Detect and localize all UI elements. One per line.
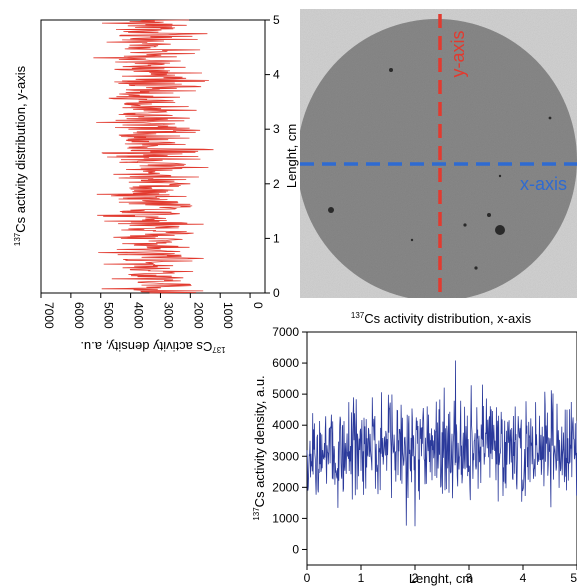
y-profile-length-tick-label: 2 <box>273 177 280 191</box>
y-profile-title-text: Cs activity distribution, y-axis <box>13 65 28 232</box>
y-profile-density-text: Cs activity density, a.u. <box>80 339 212 354</box>
y-profile-length-tick-label: 0 <box>273 286 280 300</box>
x-profile-density-tick-label: 3000 <box>272 449 299 463</box>
x-profile-xlabel: Lenght, cm <box>409 571 473 586</box>
y-profile-title: 137Cs activity distribution, y-axis <box>13 65 28 246</box>
y-profile-length-tick-label: 1 <box>273 231 280 245</box>
hot-spot <box>463 223 467 227</box>
x-profile-title-text: Cs activity distribution, x-axis <box>364 311 531 326</box>
y-profile-ticks: 0 1 2 3 4 5 7000 6000 5000 4000 3000 2000 1000 0 <box>40 13 280 329</box>
x-profile-length-tick-label: 0 <box>304 571 311 585</box>
x-profile-length-tick-label: 2 <box>412 571 419 585</box>
hot-spot <box>487 213 491 217</box>
x-profile-density-tick-label: 1000 <box>272 511 299 525</box>
x-profile-plot-frame <box>306 331 577 566</box>
y-profile-density-sup: 137 <box>212 345 226 354</box>
x-profile-trace <box>306 360 577 527</box>
y-profile-trace <box>93 19 214 294</box>
y-profile-density-tick-label: 7000 <box>42 302 56 329</box>
x-profile-title-sup: 137 <box>351 311 365 320</box>
y-profile-title-sup: 137 <box>13 232 22 246</box>
hot-spot <box>498 174 502 178</box>
hot-spot <box>328 207 334 213</box>
x-profile-title: 137Cs activity distribution, x-axis <box>351 311 532 326</box>
x-profile-ylabel: 137Cs activity density, a.u. <box>252 375 267 520</box>
hot-spot <box>389 68 393 72</box>
x-axis-profile-chart: 137Cs activity distribution, x-axis 0100… <box>252 311 577 586</box>
x-profile-series <box>306 360 577 527</box>
y-profile-density-tick-label: 6000 <box>72 302 86 329</box>
y-profile-series <box>93 19 214 294</box>
x-profile-density-tick-label: 6000 <box>272 356 299 370</box>
hot-spot <box>474 266 478 270</box>
hot-spot <box>495 225 505 235</box>
hot-spot <box>548 116 552 120</box>
y-profile-length-tick-label: 4 <box>273 68 280 82</box>
autoradiograph-image: y-axis x-axis <box>300 9 577 298</box>
x-profile-length-tick-label: 4 <box>520 571 527 585</box>
x-axis-line-label: x-axis <box>520 174 567 194</box>
y-profile-density-tick-label: 2000 <box>191 302 205 329</box>
x-profile-density-tick-label: 0 <box>292 542 299 556</box>
y-profile-density-tick-label: 3000 <box>161 302 175 329</box>
x-profile-length-tick-label: 1 <box>358 571 365 585</box>
sample-disk <box>300 19 577 298</box>
y-profile-density-tick-label: 4000 <box>132 302 146 329</box>
y-profile-density-tick-label: 1000 <box>221 302 235 329</box>
x-profile-length-tick-label: 5 <box>570 571 577 585</box>
y-profile-length-tick-label: 5 <box>273 13 280 27</box>
y-profile-density-tick-label: 5000 <box>102 302 116 329</box>
x-profile-density-tick-label: 4000 <box>272 418 299 432</box>
y-axis-line-label: y-axis <box>448 30 468 77</box>
y-profile-length-tick-label: 3 <box>273 122 280 136</box>
hot-spot <box>410 238 414 242</box>
x-profile-length-tick-label: 3 <box>466 571 473 585</box>
x-profile-density-tick-label: 7000 <box>272 325 299 339</box>
x-profile-density-tick-label: 5000 <box>272 387 299 401</box>
y-profile-density-label: 137Cs activity density, a.u. <box>80 339 225 354</box>
x-profile-ylabel-text: Cs activity density, a.u. <box>252 375 267 507</box>
y-profile-length-label: Lenght, cm <box>284 124 299 188</box>
hot-spots <box>328 68 552 270</box>
y-profile-density-tick-label: 0 <box>251 302 265 309</box>
x-profile-ticks: 0 1000 2000 3000 4000 5000 6000 7000 0 1 2 3 4 5 <box>272 325 577 585</box>
x-profile-ylabel-sup: 137 <box>252 507 261 521</box>
x-profile-density-tick-label: 2000 <box>272 480 299 494</box>
